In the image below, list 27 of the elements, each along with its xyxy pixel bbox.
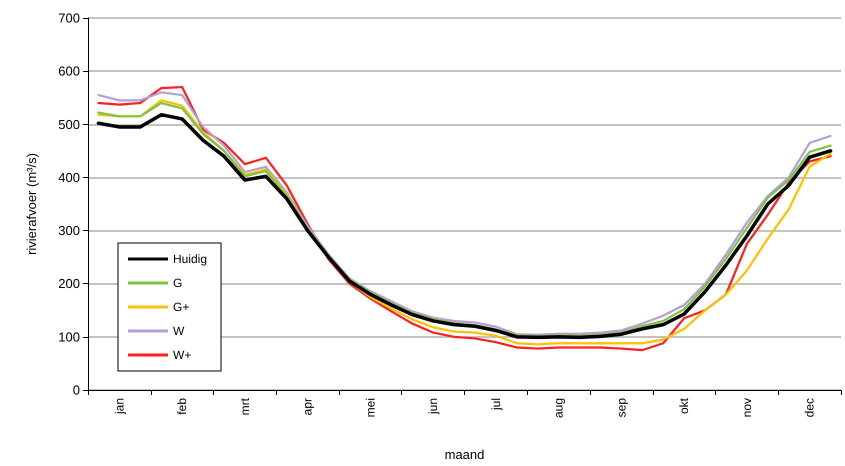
legend-label: Huidig [173, 252, 208, 266]
x-tick-label: jul [488, 398, 503, 412]
y-tick-label: 600 [58, 64, 80, 79]
y-axis-title: rivierafvoer (m³/s) [24, 153, 39, 255]
x-tick-label: jan [112, 398, 126, 416]
x-tick-label: mei [363, 398, 378, 418]
x-tick-label: aug [552, 398, 566, 418]
legend-label: G [173, 276, 182, 290]
y-tick-label: 300 [58, 223, 80, 238]
y-tick-label: 200 [58, 276, 80, 292]
x-tick-label: sep [614, 398, 628, 418]
y-tick-label: 400 [58, 170, 80, 185]
legend-label: W+ [173, 348, 192, 362]
y-tick-label: 700 [58, 10, 80, 26]
y-tick-label: 100 [58, 329, 80, 344]
legend-label: G+ [173, 300, 190, 314]
x-tick-label: okt [677, 397, 692, 414]
legend-label: W [173, 324, 185, 338]
x-tick-label: feb [175, 398, 190, 415]
x-axis-title: maand [444, 447, 484, 462]
y-tick-label: 0 [72, 382, 80, 398]
y-tick-label: 500 [58, 116, 80, 132]
x-tick-label: apr [300, 398, 315, 416]
x-tick-label: nov [740, 398, 754, 418]
x-tick-label: dec [802, 398, 817, 418]
x-tick-label: mrt [238, 397, 252, 416]
x-tick-label: jun [426, 398, 440, 416]
